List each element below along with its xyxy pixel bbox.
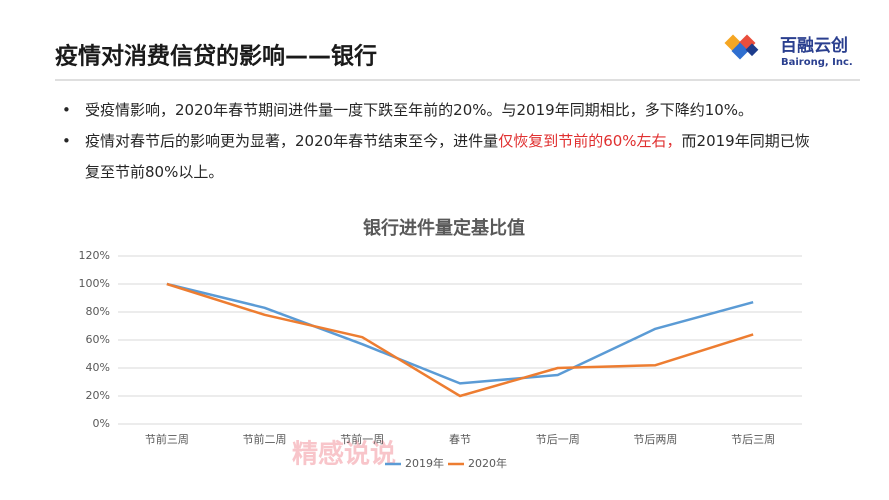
- x-tick-label: 节前二周: [243, 432, 287, 446]
- text-run: 受疫情影响，2020年春节期间进件量一度下跌至年前的20%。与2019年同期相比…: [85, 101, 754, 119]
- text-run: 仅恢复到节前的60%左右，: [498, 132, 682, 150]
- legend-label: 2019年: [405, 456, 444, 470]
- x-tick-label: 春节: [449, 433, 471, 446]
- text-run: 疫情对春节后的影响更为显著，2020年春节结束至今，进件量: [85, 132, 499, 150]
- legend-label: 2020年: [468, 456, 507, 470]
- x-tick-label: 节前三周: [145, 432, 189, 446]
- chart-title: 银行进件量定基比值: [363, 217, 525, 239]
- watermark: 精感说说: [292, 440, 396, 470]
- y-tick-label: 20%: [86, 389, 110, 402]
- bullet: • 受疫情影响，2020年春节期间进件量一度下跌至年前的20%。与2019年同期相…: [62, 95, 822, 126]
- series-line: [166, 282, 754, 398]
- y-tick-label: 120%: [79, 249, 110, 262]
- x-tick-label: 节前一周: [340, 432, 384, 446]
- series-line: [166, 282, 754, 385]
- logo-mark: [724, 34, 759, 60]
- bullet-text: 疫情对春节后的影响更为显著，2020年春节结束至今，进件量仅恢复到节前的60%左…: [85, 126, 822, 188]
- y-tick-label: 60%: [86, 333, 110, 346]
- bullet-dot: •: [62, 132, 71, 150]
- y-tick-label: 80%: [86, 305, 110, 318]
- logo-en: Bairong, Inc.: [781, 57, 853, 68]
- x-tick-label: 节后一周: [536, 433, 580, 446]
- bullet-text: 受疫情影响，2020年春节期间进件量一度下跌至年前的20%。与2019年同期相比…: [85, 95, 822, 126]
- bullet: • 疫情对春节后的影响更为显著，2020年春节结束至今，进件量仅恢复到节前的60%…: [62, 126, 822, 188]
- text-run: 而2019年同期已恢复至节前80%以上。: [85, 132, 810, 181]
- y-tick-label: 0%: [93, 417, 110, 430]
- slide-title: 疫情对消费信贷的影响——银行: [55, 43, 377, 70]
- logo-name: 百融云创: [780, 35, 848, 56]
- bullet-dot: •: [62, 101, 71, 119]
- x-tick-label: 节后两周: [633, 433, 677, 446]
- x-tick-label: 节后三周: [731, 433, 775, 446]
- y-tick-label: 100%: [79, 277, 110, 290]
- y-tick-label: 40%: [86, 361, 110, 374]
